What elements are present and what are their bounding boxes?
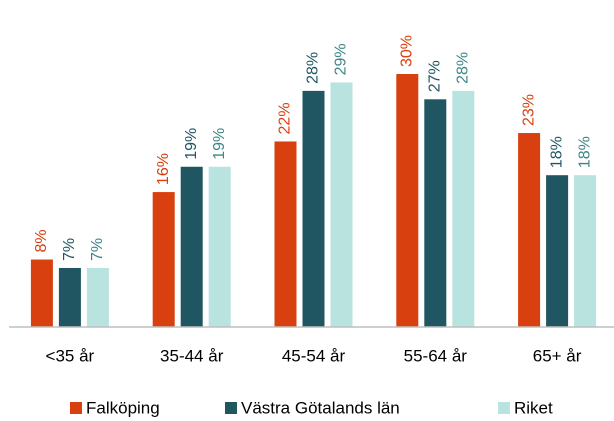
bar [58,267,81,327]
x-tick-label: <35 år [46,346,95,365]
data-label: 30% [399,35,416,67]
data-label: 28% [305,52,322,84]
data-label: 8% [33,229,50,252]
bar [152,192,175,327]
bar [424,99,447,327]
data-label: 18% [576,136,593,168]
data-label: 28% [455,52,472,84]
legend-swatch [70,402,82,414]
x-tick-label: 45-54 år [282,346,346,365]
data-label: 27% [427,60,444,92]
data-label: 7% [61,238,78,261]
bar [518,133,541,327]
legend-swatch [498,402,510,414]
legend-label: Västra Götalands län [241,398,400,417]
bar [180,166,203,327]
bar [86,267,109,327]
bar [302,90,325,327]
data-label: 18% [548,136,565,168]
bar [30,259,53,327]
x-tick-label: 65+ år [533,346,582,365]
bar [396,74,419,327]
bar [574,175,597,327]
bar [274,141,297,327]
data-label: 19% [183,128,200,160]
legend-swatch [225,402,237,414]
legend-label: Riket [514,398,553,417]
data-label: 7% [89,238,106,261]
bar [330,82,353,327]
data-label: 19% [211,128,228,160]
x-tick-label: 55-64 år [404,346,468,365]
legend-label: Falköping [86,398,160,417]
data-label: 22% [277,102,294,134]
bar [452,90,475,327]
data-label: 16% [155,153,172,185]
data-label: 29% [333,43,350,75]
x-tick-label: 35-44 år [160,346,224,365]
data-label: 23% [520,94,537,126]
bar [546,175,569,327]
bar [208,166,231,327]
